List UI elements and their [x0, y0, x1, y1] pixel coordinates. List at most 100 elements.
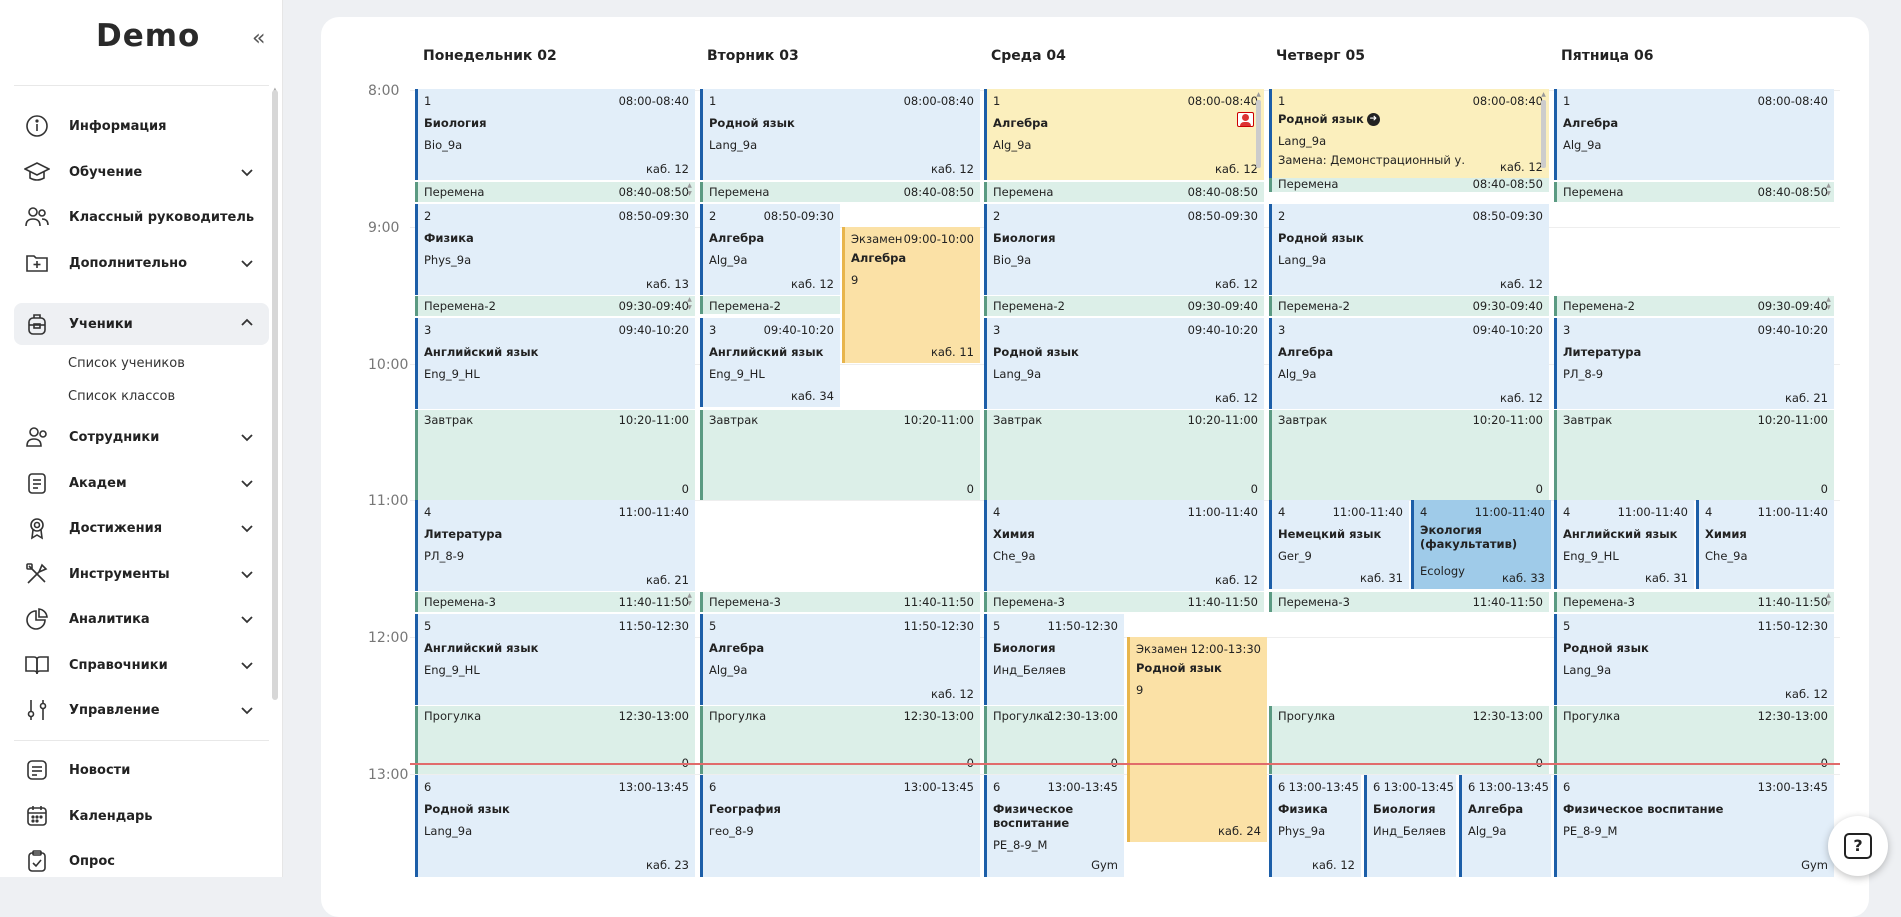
lesson-subject: Алгебра: [709, 231, 765, 245]
sidebar-scrollbar[interactable]: [272, 90, 278, 700]
graduation-cap-icon: [23, 158, 51, 186]
sidebar-item-tools[interactable]: Инструменты: [14, 554, 269, 594]
lesson-time: 13:00-13:45: [1047, 780, 1118, 794]
scroll-down-icon[interactable]: ▼: [687, 190, 692, 197]
block-scrollbar[interactable]: [1541, 100, 1546, 168]
scroll-up-icon[interactable]: ▲: [687, 592, 692, 599]
break-block[interactable]: Перемена-3 11:40-11:50: [415, 592, 695, 612]
lesson-block[interactable]: 2 08:50-09:30 Алгебра Alg_9a каб. 12: [700, 204, 840, 295]
exam-block[interactable]: Экзамен 12:00-13:30 Родной язык 9 каб. 24: [1127, 637, 1267, 842]
breakfast-block[interactable]: Завтрак 10:20-11:00 0: [415, 410, 695, 500]
break-block[interactable]: Перемена-2 09:30-09:40: [984, 296, 1264, 316]
lesson-block-substitution[interactable]: 1 08:00-08:40 Родной язык ➜ Lang_9a Замена…: [1269, 89, 1549, 178]
scroll-up-icon[interactable]: ▲: [1826, 296, 1831, 303]
breakfast-block[interactable]: Завтрак 10:20-11:00 0: [1554, 410, 1834, 500]
scroll-up-icon[interactable]: ▲: [687, 182, 692, 189]
break-block[interactable]: Перемена 08:40-08:50: [1554, 182, 1834, 202]
scroll-up-icon[interactable]: ▲: [1541, 91, 1546, 98]
lesson-group: PE_8-9_M: [993, 838, 1048, 852]
lesson-block[interactable]: 2 08:50-09:30 Биология Bio_9a каб. 12: [984, 204, 1264, 295]
scroll-up-icon[interactable]: ▲: [1826, 182, 1831, 189]
scroll-up-icon[interactable]: ▲: [1256, 91, 1261, 98]
sidebar-item-class-teacher[interactable]: Классный руководитель: [14, 197, 269, 237]
lesson-block[interactable]: 1 08:00-08:40 Биология Bio_9a каб. 12: [415, 89, 695, 180]
lesson-block[interactable]: 1 08:00-08:40 Родной язык Lang_9a каб. 12: [700, 89, 980, 180]
sidebar-item-additional[interactable]: Дополнительно: [14, 243, 269, 283]
break-block[interactable]: Перемена 08:40-08:50: [700, 182, 980, 202]
sidebar-item-students[interactable]: Ученики: [14, 303, 269, 345]
sidebar-item-management[interactable]: Управление: [14, 690, 269, 730]
help-button[interactable]: ?: [1828, 816, 1888, 876]
break-block[interactable]: Перемена-2: [700, 296, 840, 314]
sidebar-item-staff[interactable]: Сотрудники: [14, 417, 269, 457]
break-block[interactable]: Перемена-3 11:40-11:50: [1269, 592, 1549, 612]
lesson-block[interactable]: 3 09:40-10:20 Английский язык Eng_9_HL: [415, 318, 695, 409]
breakfast-block[interactable]: Завтрак 10:20-11:00 0: [984, 410, 1264, 500]
lesson-block[interactable]: 3 09:40-10:20 Литература РЛ_8-9 каб. 21: [1554, 318, 1834, 409]
lesson-block[interactable]: 4 11:00-11:40 Английский язык Eng_9_HL каб.…: [1554, 500, 1694, 589]
scroll-down-icon[interactable]: ▼: [1826, 600, 1831, 607]
break-block[interactable]: Перемена 08:40-08:50: [1269, 178, 1549, 192]
sidebar-item-survey[interactable]: Опрос: [14, 841, 269, 881]
sidebar-item-learning[interactable]: Обучение: [14, 152, 269, 192]
lesson-block[interactable]: 4 11:00-11:40 Немецкий язык Ger_9 каб. 31: [1269, 500, 1409, 589]
lesson-block[interactable]: 6 13:00-13:45 Физическое воспитание PE_8-9…: [1554, 775, 1834, 877]
lesson-block[interactable]: 6 13:00-13:45 Родной язык Lang_9a каб. 23: [415, 775, 695, 877]
break-block[interactable]: Перемена-3 11:40-11:50: [1554, 592, 1834, 612]
break-block[interactable]: Перемена-2 09:30-09:40: [1554, 296, 1834, 316]
lesson-block[interactable]: 6 13:00-13:45 Алгебра Alg_9a: [1459, 775, 1551, 877]
lesson-block[interactable]: 6 13:00-13:45 Физическое воспитание PE_8-9…: [984, 775, 1124, 877]
scroll-down-icon[interactable]: ▼: [687, 304, 692, 311]
lesson-block[interactable]: 3 09:40-10:20 Алгебра Alg_9a каб. 12: [1269, 318, 1549, 409]
lesson-block[interactable]: 6 13:00-13:45 Биология Инд_Беляев: [1364, 775, 1456, 877]
break-block[interactable]: Перемена-3 11:40-11:50: [700, 592, 980, 612]
break-block[interactable]: Перемена-3 11:40-11:50: [984, 592, 1264, 612]
lesson-block[interactable]: 4 11:00-11:40 Химия Che_9a каб. 12: [984, 500, 1264, 591]
break-block[interactable]: Перемена-2 09:30-09:40: [1269, 296, 1549, 316]
break-block[interactable]: Перемена 08:40-08:50: [415, 182, 695, 202]
scroll-down-icon[interactable]: ▼: [1826, 190, 1831, 197]
scroll-up-icon[interactable]: ▲: [687, 296, 692, 303]
sidebar-item-achievements[interactable]: Достижения: [14, 508, 269, 548]
lesson-block[interactable]: 6 13:00-13:45 География гео_8-9: [700, 775, 980, 877]
lesson-block[interactable]: 3 09:40-10:20 Родной язык Lang_9a каб. 12: [984, 318, 1264, 409]
sidebar-item-news[interactable]: Новости: [14, 750, 269, 790]
exam-block[interactable]: Экзамен 09:00-10:00 Алгебра 9 каб. 11: [842, 227, 980, 363]
sidebar-item-calendar[interactable]: Календарь: [14, 796, 269, 836]
sidebar-item-info[interactable]: Информация: [14, 106, 269, 146]
lesson-number: 6: [1563, 780, 1571, 794]
scroll-down-icon[interactable]: ▼: [687, 600, 692, 607]
lesson-block-substitution[interactable]: 1 08:00-08:40 Алгебра Alg_9a каб. 12: [984, 89, 1264, 180]
lesson-block[interactable]: 4 11:00-11:40 Литература РЛ_8-9 каб. 21: [415, 500, 695, 591]
lesson-block[interactable]: 5 11:50-12:30 Биология Инд_Беляев: [984, 614, 1124, 705]
sidebar-item-references[interactable]: Справочники: [14, 645, 269, 685]
sidebar-subitem-classes-list[interactable]: Список классов: [68, 389, 176, 404]
lesson-group: Eng_9_HL: [1563, 549, 1619, 563]
break-block[interactable]: Перемена-2 09:30-09:40: [415, 296, 695, 316]
lesson-block[interactable]: 3 09:40-10:20 Английский язык Eng_9_HL каб.…: [700, 318, 840, 407]
lesson-block[interactable]: 5 11:50-12:30 Родной язык Lang_9a каб. 12: [1554, 614, 1834, 705]
lesson-block[interactable]: 4 11:00-11:40 Химия Che_9a: [1696, 500, 1834, 589]
sidebar-subitem-students-list[interactable]: Список учеников: [68, 356, 185, 371]
lesson-block[interactable]: 2 08:50-09:30 Родной язык Lang_9a каб. 12: [1269, 204, 1549, 295]
sidebar-item-analytics[interactable]: Аналитика: [14, 599, 269, 639]
collapse-sidebar-icon[interactable]: «: [252, 26, 266, 51]
lesson-block[interactable]: 5 11:50-12:30 Алгебра Alg_9a каб. 12: [700, 614, 980, 705]
scroll-up-icon[interactable]: ▲: [1826, 592, 1831, 599]
sidebar-item-academ[interactable]: Академ: [14, 463, 269, 503]
break-block[interactable]: Перемена 08:40-08:50: [984, 182, 1264, 202]
block-scrollbar[interactable]: [1256, 100, 1261, 168]
scroll-down-icon[interactable]: ▼: [1826, 304, 1831, 311]
lesson-block[interactable]: 2 08:50-09:30 Физика Phys_9a каб. 13: [415, 204, 695, 295]
lesson-block[interactable]: 5 11:50-12:30 Английский язык Eng_9_HL: [415, 614, 695, 705]
breakfast-block[interactable]: Завтрак 10:20-11:00 0: [700, 410, 980, 500]
breakfast-block[interactable]: Завтрак 10:20-11:00 0: [1269, 410, 1549, 500]
lesson-block[interactable]: 6 13:00-13:45 Физика Phys_9a каб. 12: [1269, 775, 1361, 877]
lesson-block[interactable]: 1 08:00-08:40 Алгебра Alg_9a: [1554, 89, 1834, 180]
elective-lesson-block[interactable]: 4 11:00-11:40 Экология (факультатив) Ecolo…: [1411, 500, 1551, 589]
